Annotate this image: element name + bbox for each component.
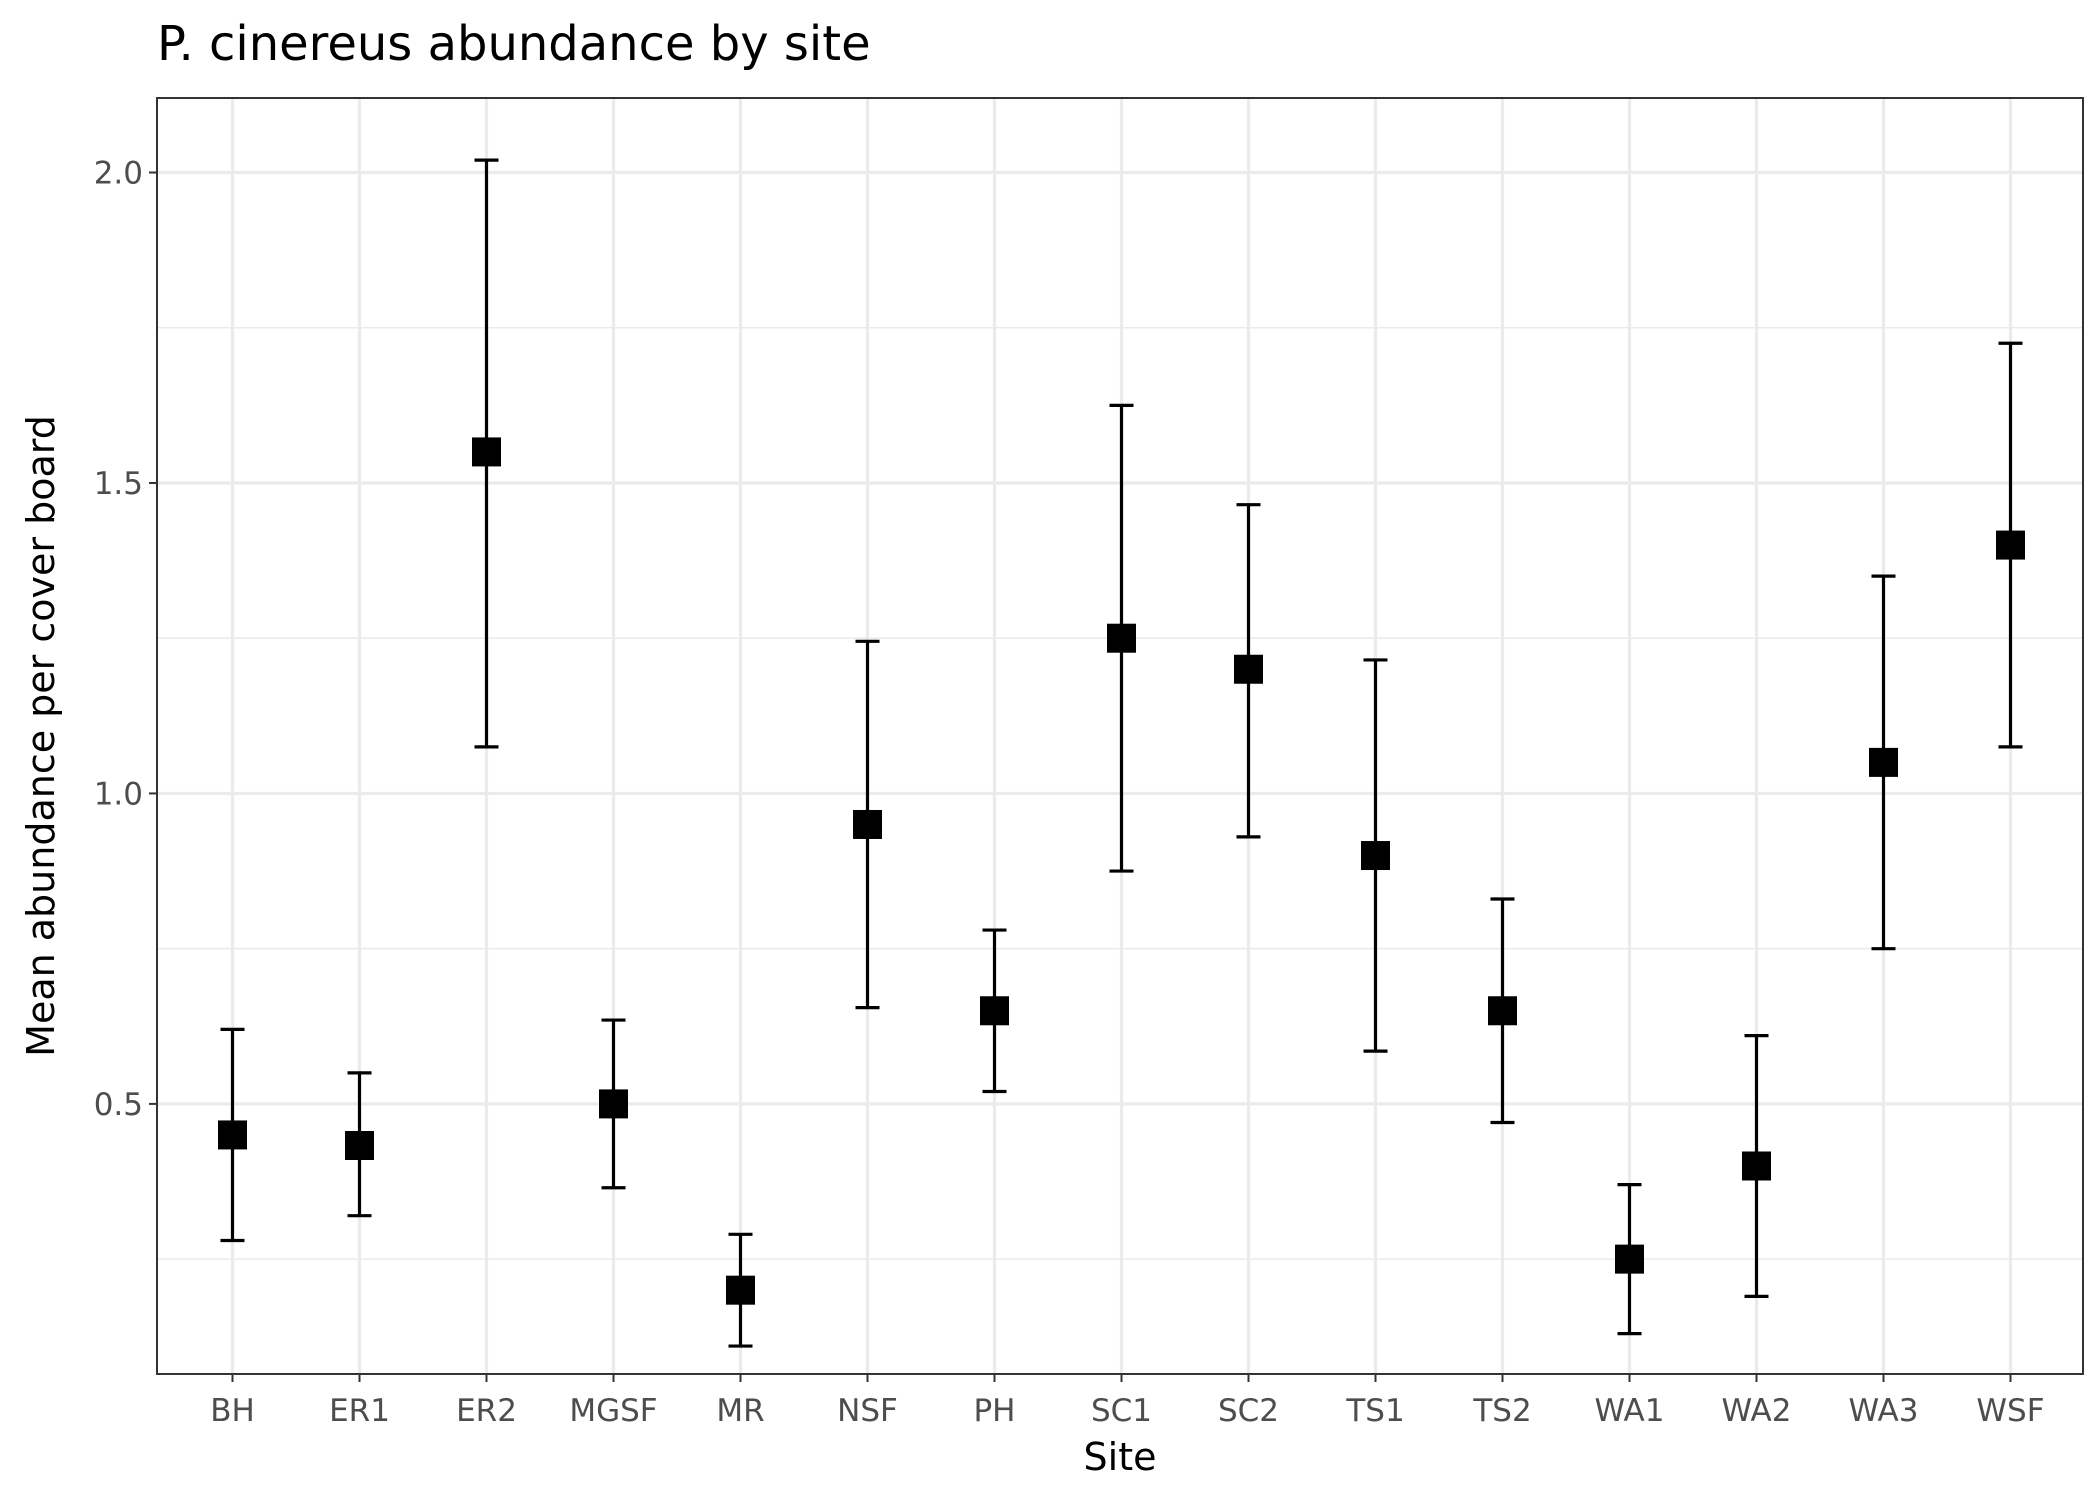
data-point-NSF (853, 639, 882, 1010)
mean-marker (218, 1120, 247, 1150)
mean-marker (1996, 530, 2025, 560)
mean-marker (1361, 841, 1390, 871)
mean-marker (599, 1089, 628, 1119)
mean-marker (980, 996, 1009, 1026)
y-tick-label: 1.0 (94, 776, 143, 812)
x-tick-label: WA1 (1595, 1393, 1665, 1429)
x-tick-label: WA3 (1849, 1393, 1919, 1429)
x-tick-label: TS2 (1472, 1393, 1531, 1429)
data-point-MR (726, 1232, 755, 1348)
x-tick-label: WA2 (1722, 1393, 1792, 1429)
x-tick-label: MR (716, 1393, 764, 1429)
x-tick-label: NSF (837, 1393, 898, 1429)
data-point-SC1 (1107, 403, 1136, 873)
y-axis-title: Mean abundance per cover board (19, 415, 63, 1057)
x-tick-label: TS1 (1345, 1393, 1404, 1429)
data-point-MGSF (599, 1018, 628, 1190)
data-point-BH (218, 1027, 247, 1243)
mean-marker (1234, 654, 1263, 684)
x-tick-label: SC2 (1218, 1393, 1279, 1429)
mean-marker (1742, 1151, 1771, 1181)
x-tick-label: PH (973, 1393, 1015, 1429)
x-tick-label: ER2 (456, 1393, 517, 1429)
mean-marker (853, 809, 882, 839)
mean-marker (726, 1275, 755, 1305)
x-tick-label: SC1 (1091, 1393, 1152, 1429)
mean-marker (345, 1130, 374, 1160)
mean-marker (1488, 996, 1517, 1026)
chart-title: P. cinereus abundance by site (157, 16, 871, 72)
panel-border (156, 97, 2084, 1375)
data-point-WA2 (1742, 1033, 1771, 1298)
data-point-WA1 (1615, 1183, 1644, 1336)
x-tick-label: MGSF (569, 1393, 657, 1429)
x-tick-label: ER1 (329, 1393, 390, 1429)
mean-marker (1107, 623, 1136, 653)
x-axis-title: Site (1084, 1435, 1157, 1479)
mean-marker (1869, 747, 1898, 777)
data-point-ER2 (472, 158, 501, 749)
y-tick-label: 0.5 (94, 1087, 143, 1123)
data-point-WSF (1996, 341, 2025, 749)
y-tick-label: 2.0 (94, 156, 143, 192)
x-tick-label: WSF (1976, 1393, 2044, 1429)
y-tick-label: 1.5 (94, 466, 143, 502)
mean-marker (472, 437, 501, 467)
data-point-TS1 (1361, 658, 1390, 1053)
data-layer (218, 158, 2025, 1348)
x-tick-label: BH (210, 1393, 255, 1429)
mean-marker (1615, 1244, 1644, 1274)
data-point-SC2 (1234, 503, 1263, 839)
data-point-PH (980, 928, 1009, 1094)
axis-layer: 0.5 1.0 1.5 2.0 BH ER1 ER2 MGSF MR NSF PH SC1 SC2 TS1… (94, 156, 2045, 1429)
data-point-WA3 (1869, 574, 1898, 951)
data-point-TS2 (1488, 897, 1517, 1125)
data-point-ER1 (345, 1071, 374, 1218)
